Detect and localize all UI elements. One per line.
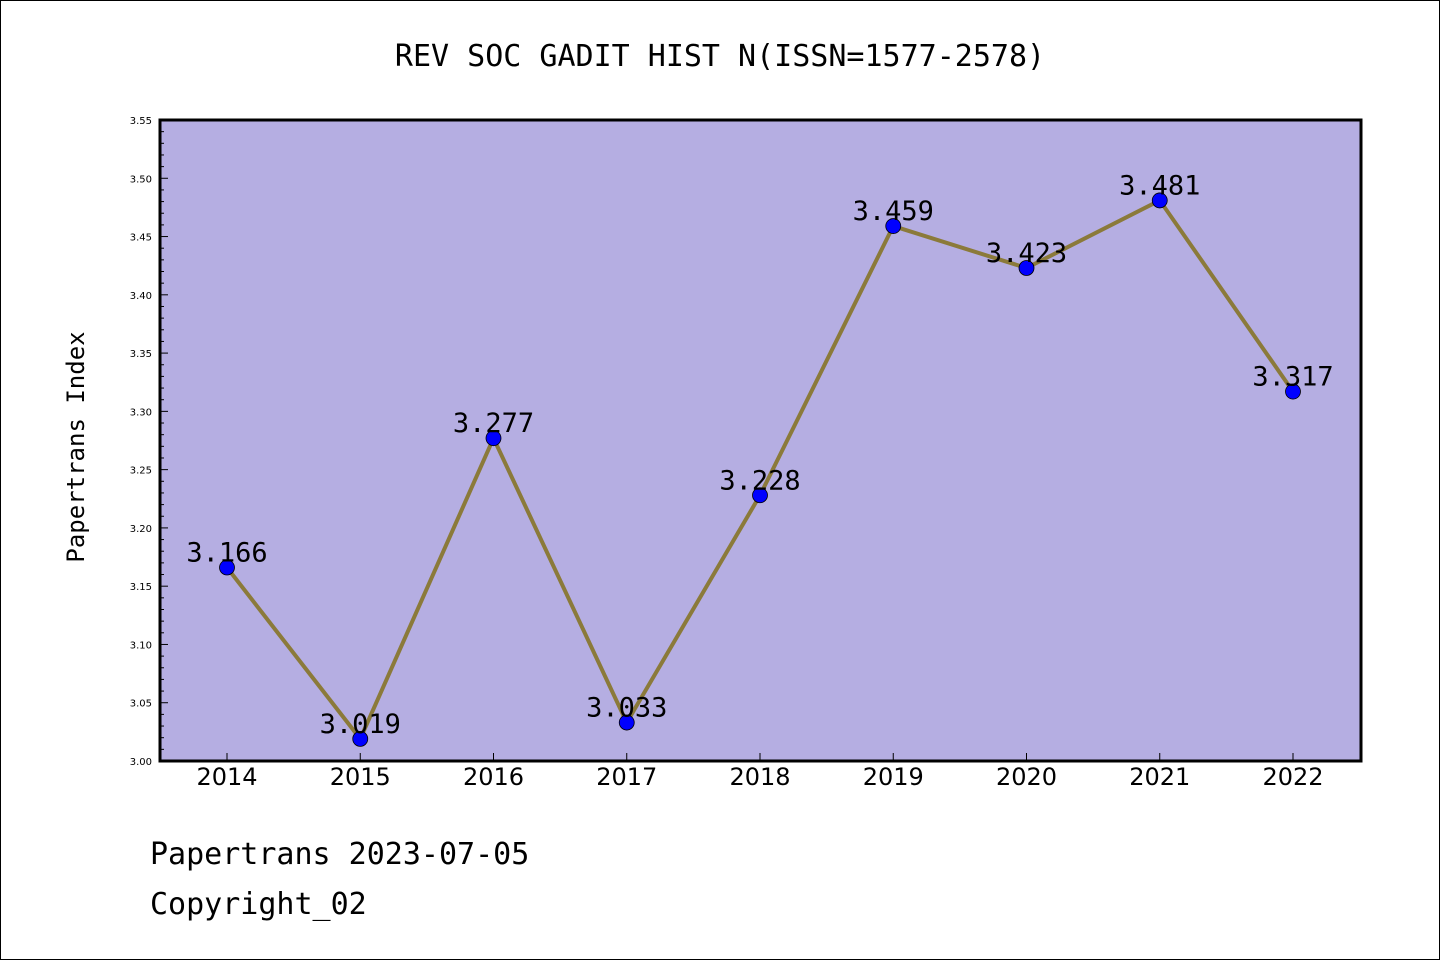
y-tick-label: 3.25 xyxy=(130,466,152,477)
chart-title: REV SOC GADIT HIST N(ISSN=1577-2578) xyxy=(395,39,1045,74)
y-tick-label: 3.10 xyxy=(130,640,152,651)
x-tick-label: 2015 xyxy=(330,763,391,791)
data-point xyxy=(485,430,502,447)
x-tick-label: 2017 xyxy=(596,763,657,791)
data-point xyxy=(1285,383,1301,400)
y-tick-label: 3.55 xyxy=(130,116,152,127)
x-tick-label: 2018 xyxy=(729,763,790,791)
y-tick-label: 3.30 xyxy=(130,407,152,418)
y-tick-label: 3.35 xyxy=(130,349,152,360)
data-label: 3.459 xyxy=(853,196,934,227)
data-label: 3.166 xyxy=(186,538,267,569)
data-point xyxy=(352,730,369,747)
data-label: 3.423 xyxy=(986,238,1067,269)
data-point xyxy=(885,218,902,234)
y-tick-label: 3.50 xyxy=(130,174,152,185)
y-tick-label: 3.15 xyxy=(130,582,152,593)
x-tick-label: 2022 xyxy=(1262,763,1323,791)
x-tick-label: 2020 xyxy=(996,763,1057,791)
footer-date: Papertrans 2023-07-05 xyxy=(150,837,529,872)
data-label: 3.033 xyxy=(586,693,667,724)
data-point xyxy=(1151,192,1168,209)
footer-copyright: Copyright_02 xyxy=(150,887,367,922)
y-tick-label: 3.05 xyxy=(130,699,152,710)
data-point xyxy=(219,559,235,576)
x-tick-label: 2014 xyxy=(196,763,257,791)
x-tick-label: 2016 xyxy=(463,763,524,791)
x-tick-label: 2019 xyxy=(863,763,924,791)
plot-area xyxy=(158,118,1363,763)
y-tick-label: 3.20 xyxy=(130,524,152,535)
data-label: 3.317 xyxy=(1252,362,1333,393)
series-group: 3.166 3.019 3.277 3.033 3.228 3.459 3.423 3.481… xyxy=(186,170,1334,747)
data-point xyxy=(1018,260,1035,276)
y-axis: 3.00 3.05 3.10 3.15 3.20 3.25 3.30 3.35 3.40 3.45… xyxy=(130,116,168,768)
data-point xyxy=(752,487,768,504)
data-label: 3.481 xyxy=(1119,170,1200,201)
data-label: 3.019 xyxy=(320,709,401,740)
x-axis: 2014 2015 2016 2017 2018 2019 2020 2021 2022 xyxy=(196,753,1324,791)
x-tick-label: 2021 xyxy=(1129,763,1190,791)
data-point xyxy=(618,714,635,731)
data-label: 3.228 xyxy=(719,465,800,496)
y-tick-label: 3.45 xyxy=(130,233,152,244)
y-axis-label: Papertrans Index xyxy=(62,331,90,562)
y-tick-label: 3.00 xyxy=(130,757,152,768)
data-label: 3.277 xyxy=(453,408,534,439)
y-tick-label: 3.40 xyxy=(130,291,152,302)
